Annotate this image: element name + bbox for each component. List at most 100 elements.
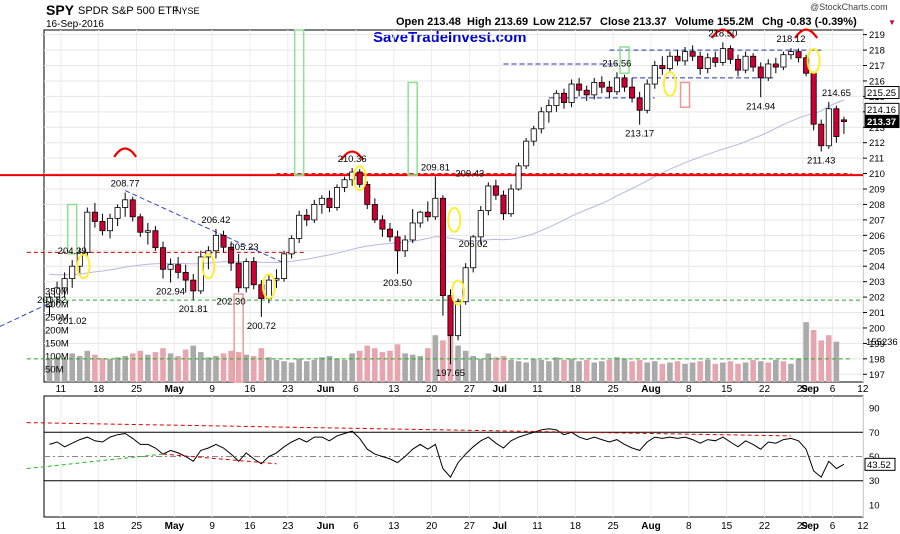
price-annotation-label: 213.17 (625, 129, 654, 140)
candle-body (228, 246, 235, 264)
price-tick-label: 198 (869, 354, 885, 365)
volume-bar (266, 357, 272, 382)
green-volume-box (293, 29, 305, 176)
date-tick-label: 18 (570, 384, 582, 395)
candle-body (107, 217, 114, 232)
volume-bar (402, 353, 408, 382)
volume-bar (372, 348, 378, 382)
candle-body (84, 211, 91, 253)
volume-bar (727, 361, 734, 382)
volume-bar (76, 356, 83, 382)
price-tick-label: 209 (869, 185, 885, 196)
rsi-trend-line (26, 453, 164, 470)
candle-body (159, 247, 166, 270)
price-tick-label: 206 (869, 231, 885, 242)
candle-body (613, 77, 620, 93)
candle-body (606, 86, 613, 93)
candle-body (334, 187, 341, 208)
candle-body (318, 197, 325, 205)
exchange-label: NYSE (175, 6, 200, 16)
high-value: High 213.69 (467, 16, 528, 28)
candle-body (523, 140, 530, 167)
volume-bar (538, 359, 545, 382)
candle-body (719, 48, 726, 63)
candle-body (538, 111, 545, 130)
volume-bar (553, 357, 560, 382)
date-tick-label: 25 (131, 521, 143, 532)
volume-bar (129, 353, 136, 382)
volume-bar (508, 359, 514, 382)
date-tick-label: 15 (721, 521, 733, 532)
candle-body (288, 238, 295, 255)
candle-body (485, 185, 492, 212)
volume-bar (636, 359, 643, 382)
volume-value: Volume 155.2M (675, 16, 754, 28)
price-tick-label: 197 (869, 370, 885, 381)
volume-bar (644, 362, 651, 382)
candle-body (591, 82, 598, 96)
date-tick-label: Aug (641, 384, 660, 395)
price-annotation-label: 214.65 (822, 88, 851, 99)
volume-bar (757, 361, 764, 382)
price-tick-label: 203 (869, 277, 885, 288)
price-panel-frame (43, 29, 864, 383)
candle-body (666, 55, 673, 69)
volume-bar (788, 363, 794, 382)
candle-body (840, 119, 847, 122)
candle-body (727, 48, 734, 60)
open-value: Open 213.48 (396, 16, 461, 28)
candle-body (818, 123, 825, 147)
candle-body (470, 236, 477, 269)
volume-bar (250, 356, 257, 382)
candle-body (750, 55, 757, 68)
candle-body (402, 239, 409, 252)
volume-bar (621, 358, 628, 382)
volume-tick-label: 350M (45, 287, 69, 298)
candle-body (303, 214, 310, 221)
volume-bar (167, 353, 174, 382)
candle-body (371, 204, 378, 221)
copyright-label: @StockCharts.com (810, 2, 888, 12)
volume-bar (379, 352, 386, 382)
volume-bar (659, 363, 666, 382)
date-tick-label: Jun (317, 521, 335, 532)
volume-bar (523, 362, 529, 382)
volume-bar (334, 358, 340, 382)
candle-body (455, 301, 462, 337)
volume-bar (394, 344, 401, 382)
volume-tick-label: 50M (45, 365, 64, 376)
volume-bar (462, 350, 469, 382)
date-tick-label: 8 (686, 384, 692, 395)
date-tick-label: 13 (388, 521, 400, 532)
candle-body (212, 234, 219, 252)
candle-body (432, 197, 439, 218)
highlight-oval (352, 165, 367, 192)
volume-bar (477, 358, 484, 382)
candle-body (386, 228, 393, 238)
volume-bar (780, 361, 787, 382)
volume-bar (682, 363, 688, 382)
candle-body (190, 279, 197, 292)
candle-body (757, 66, 764, 79)
date-tick-label: 11 (532, 384, 543, 395)
price-annotation-label: 206.42 (201, 215, 230, 226)
volume-bar (190, 345, 197, 382)
candle-body (576, 83, 583, 91)
volume-bar (107, 359, 113, 382)
candle-body (144, 230, 151, 233)
volume-bar (614, 357, 620, 382)
moving-average-line (49, 99, 845, 276)
volume-bar (546, 361, 552, 382)
price-tick-label: 201 (869, 308, 885, 319)
candle-body (326, 197, 333, 208)
price-annotation-label: 211.43 (807, 156, 835, 167)
candle-body (697, 55, 704, 69)
volume-bar (742, 362, 749, 382)
date-tick-label: 27 (464, 521, 476, 532)
volume-bar (795, 358, 802, 382)
volume-bar (319, 357, 325, 382)
volume-bar (409, 354, 416, 382)
candle-body (545, 105, 552, 113)
price-annotation-label: 201.02 (58, 316, 87, 327)
red-volume-box (679, 81, 691, 108)
